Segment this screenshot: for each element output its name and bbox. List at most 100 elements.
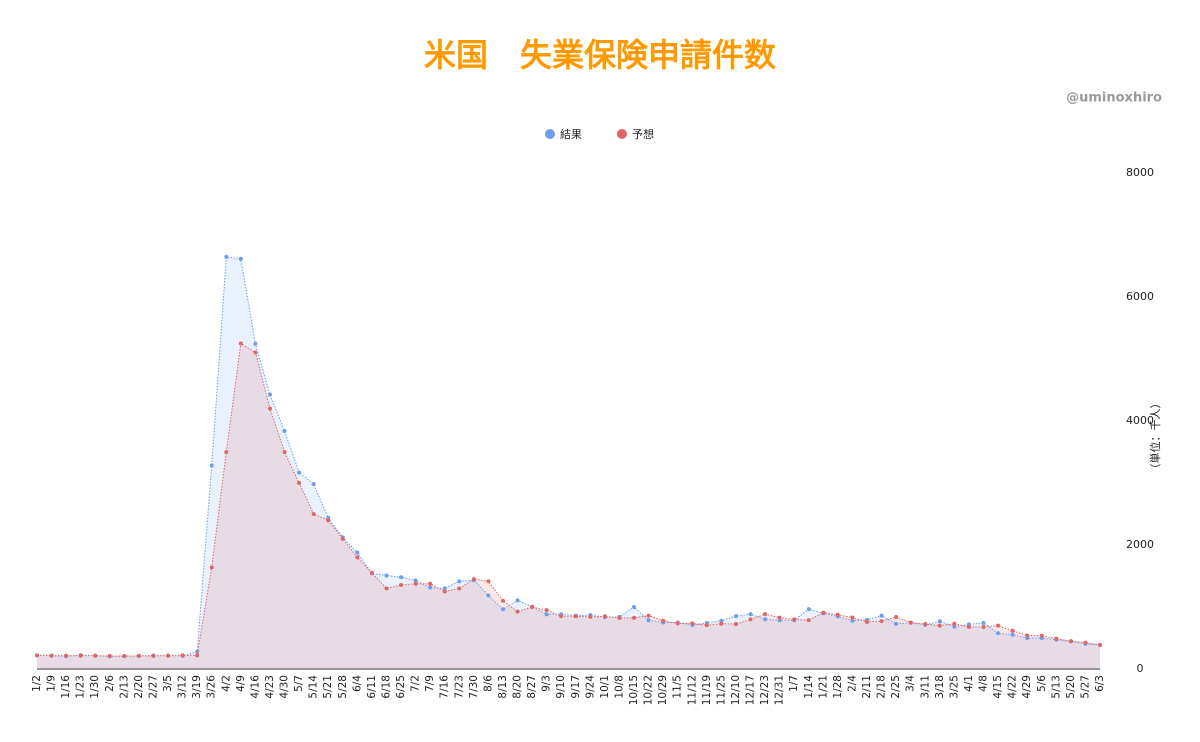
x-tick-label: 12/17: [745, 675, 757, 705]
data-point: [428, 581, 433, 586]
data-point: [340, 536, 345, 541]
y-tick-label: 0: [1137, 662, 1144, 675]
x-tick-label: 2/25: [890, 675, 902, 699]
x-tick-label: 10/29: [657, 675, 669, 705]
data-point: [49, 653, 54, 658]
data-point: [369, 570, 374, 575]
data-point: [617, 615, 622, 620]
data-point: [107, 653, 112, 658]
x-tick-label: 4/30: [279, 675, 291, 699]
data-point: [195, 653, 200, 658]
x-tick-label: 6/4: [351, 675, 363, 692]
data-point: [806, 618, 811, 623]
x-tick-label: 5/28: [337, 675, 349, 699]
data-point: [1054, 636, 1059, 641]
x-tick-label: 3/19: [191, 675, 203, 699]
y-tick-label: 2000: [1126, 538, 1154, 551]
x-tick-label: 5/21: [322, 675, 334, 699]
x-tick-label: 5/13: [1050, 675, 1062, 699]
x-tick-label: 1/16: [60, 675, 72, 699]
data-point: [500, 598, 505, 603]
data-point: [908, 620, 913, 625]
data-point: [632, 615, 637, 620]
data-point: [282, 428, 287, 433]
x-tick-label: 9/3: [541, 675, 553, 692]
data-point: [733, 622, 738, 627]
data-point: [93, 653, 98, 658]
data-point: [384, 586, 389, 591]
data-point: [530, 605, 535, 609]
data-point: [442, 589, 447, 594]
data-point: [486, 579, 491, 584]
x-tick-label: 4/9: [235, 675, 247, 692]
data-point: [544, 612, 549, 617]
x-tick-label: 2/11: [861, 675, 873, 699]
data-point: [253, 341, 258, 346]
data-point: [544, 608, 549, 613]
data-point: [632, 605, 637, 609]
data-point: [748, 617, 753, 622]
data-point: [297, 470, 302, 475]
x-tick-label: 11/12: [686, 675, 698, 705]
series-line: [36, 342, 1101, 657]
data-point: [646, 618, 651, 623]
data-point: [297, 481, 302, 485]
x-tick-label: 2/27: [147, 675, 159, 699]
data-point: [588, 614, 593, 619]
x-tick-label: 1/23: [75, 675, 87, 699]
data-point: [937, 623, 942, 628]
data-point: [311, 482, 316, 487]
data-point: [952, 624, 957, 629]
data-point: [966, 624, 971, 629]
x-tick-label: 12/31: [774, 675, 786, 705]
data-point: [923, 622, 928, 627]
x-tick-label: 8/27: [526, 675, 538, 699]
x-tick-label: 3/25: [948, 675, 960, 699]
data-point: [355, 550, 360, 555]
chart-title: 米国 失業保険申請件数: [424, 36, 777, 74]
data-point: [894, 615, 899, 620]
data-point: [661, 618, 666, 623]
x-tick-label: 6/3: [1094, 675, 1106, 692]
x-tick-label: 6/11: [366, 675, 378, 699]
x-tick-label: 11/19: [701, 675, 713, 705]
data-point: [326, 518, 331, 523]
x-tick-label: 9/17: [570, 675, 582, 699]
x-tick-label: 5/7: [293, 675, 305, 692]
x-tick-label: 10/22: [643, 675, 655, 705]
x-tick-label: 3/12: [177, 675, 189, 699]
x-tick-label: 1/21: [817, 675, 829, 699]
data-point: [180, 653, 185, 658]
x-tick-label: 6/18: [380, 675, 392, 699]
x-tick-label: 1/9: [46, 675, 58, 692]
data-point: [399, 582, 404, 587]
x-tick-label: 4/8: [978, 675, 990, 692]
x-tick-label: 8/13: [497, 675, 509, 699]
data-point: [1010, 628, 1015, 633]
x-tick-label: 9/24: [584, 675, 596, 699]
data-point: [835, 612, 840, 617]
data-point: [122, 653, 127, 658]
data-point: [238, 341, 243, 346]
data-point: [413, 581, 418, 586]
data-point: [413, 578, 418, 583]
data-point: [151, 653, 156, 658]
series-line: [36, 256, 1101, 657]
data-point: [704, 623, 709, 628]
x-tick-label: 1/7: [788, 675, 800, 692]
x-tick-label: 4/22: [1007, 675, 1019, 699]
data-point: [777, 615, 782, 620]
data-point: [399, 575, 404, 580]
data-point: [224, 254, 229, 259]
x-tick-label: 6/25: [395, 675, 407, 699]
x-tick-label: 2/18: [876, 675, 888, 699]
data-point: [996, 631, 1001, 636]
data-point: [515, 609, 520, 614]
data-point: [573, 614, 578, 619]
data-point: [253, 350, 258, 355]
x-tick-label: 3/26: [206, 675, 218, 699]
data-point: [282, 450, 287, 454]
x-tick-label: 10/1: [599, 675, 611, 699]
x-tick-label: 1/28: [832, 675, 844, 699]
data-point: [384, 573, 389, 578]
